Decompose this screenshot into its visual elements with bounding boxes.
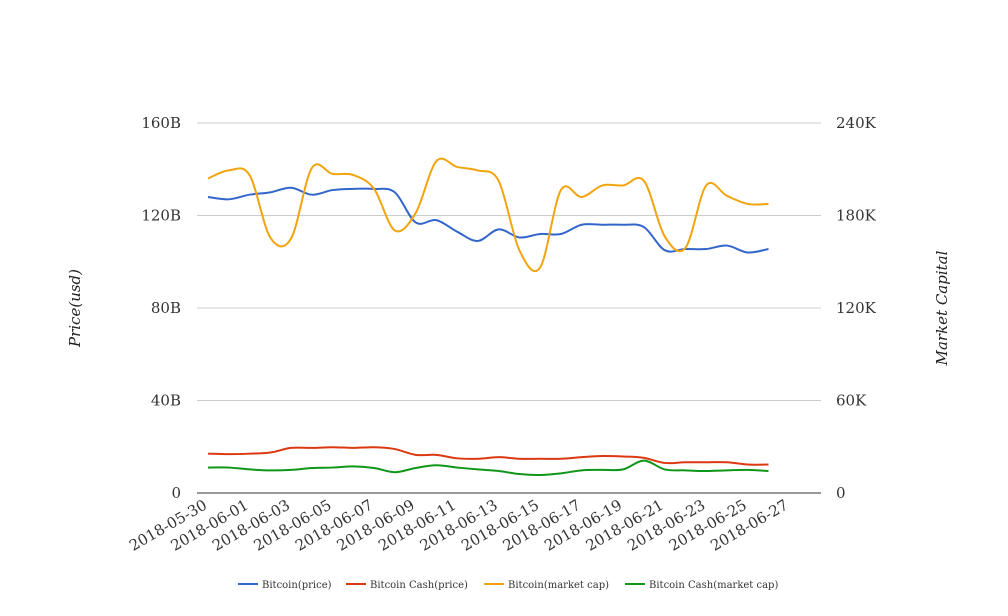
legend-label: Bitcoin Cash(market cap) <box>649 580 778 591</box>
left-tick-label: 80B <box>151 299 181 317</box>
gridlines <box>197 122 821 494</box>
legend-label: Bitcoin(price) <box>262 580 332 591</box>
series-line-bitcoin-cash-market-cap <box>207 459 769 476</box>
legend: Bitcoin(price) Bitcoin Cash(price) Bitcoin… <box>238 580 778 591</box>
left-tick-label: 0 <box>171 484 181 502</box>
left-axis-ticks: 0 40B 80B 120B 160B <box>141 114 181 502</box>
right-tick-label: 0 <box>836 484 846 502</box>
left-tick-label: 40B <box>151 392 181 410</box>
right-tick-label: 60K <box>836 392 867 410</box>
left-tick-label: 120B <box>141 207 181 225</box>
series-line-bitcoin-cash-price <box>207 446 769 466</box>
left-tick-label: 160B <box>141 114 181 132</box>
right-tick-label: 120K <box>836 299 877 317</box>
legend-label: Bitcoin Cash(price) <box>370 580 468 591</box>
right-axis-ticks: 0 60K 120K 180K 240K <box>836 114 877 502</box>
left-axis-title: Price(usd) <box>66 269 84 348</box>
right-axis-title: Market Capital <box>933 250 951 366</box>
right-tick-label: 180K <box>836 207 877 225</box>
series-lines <box>207 157 769 476</box>
legend-label: Bitcoin(market cap) <box>508 580 609 591</box>
series-line-bitcoin-market-cap <box>207 157 769 273</box>
x-axis-ticks: 2018-05-302018-06-012018-06-032018-06-05… <box>126 496 791 555</box>
series-line-bitcoin-price <box>207 186 769 254</box>
right-tick-label: 240K <box>836 114 877 132</box>
